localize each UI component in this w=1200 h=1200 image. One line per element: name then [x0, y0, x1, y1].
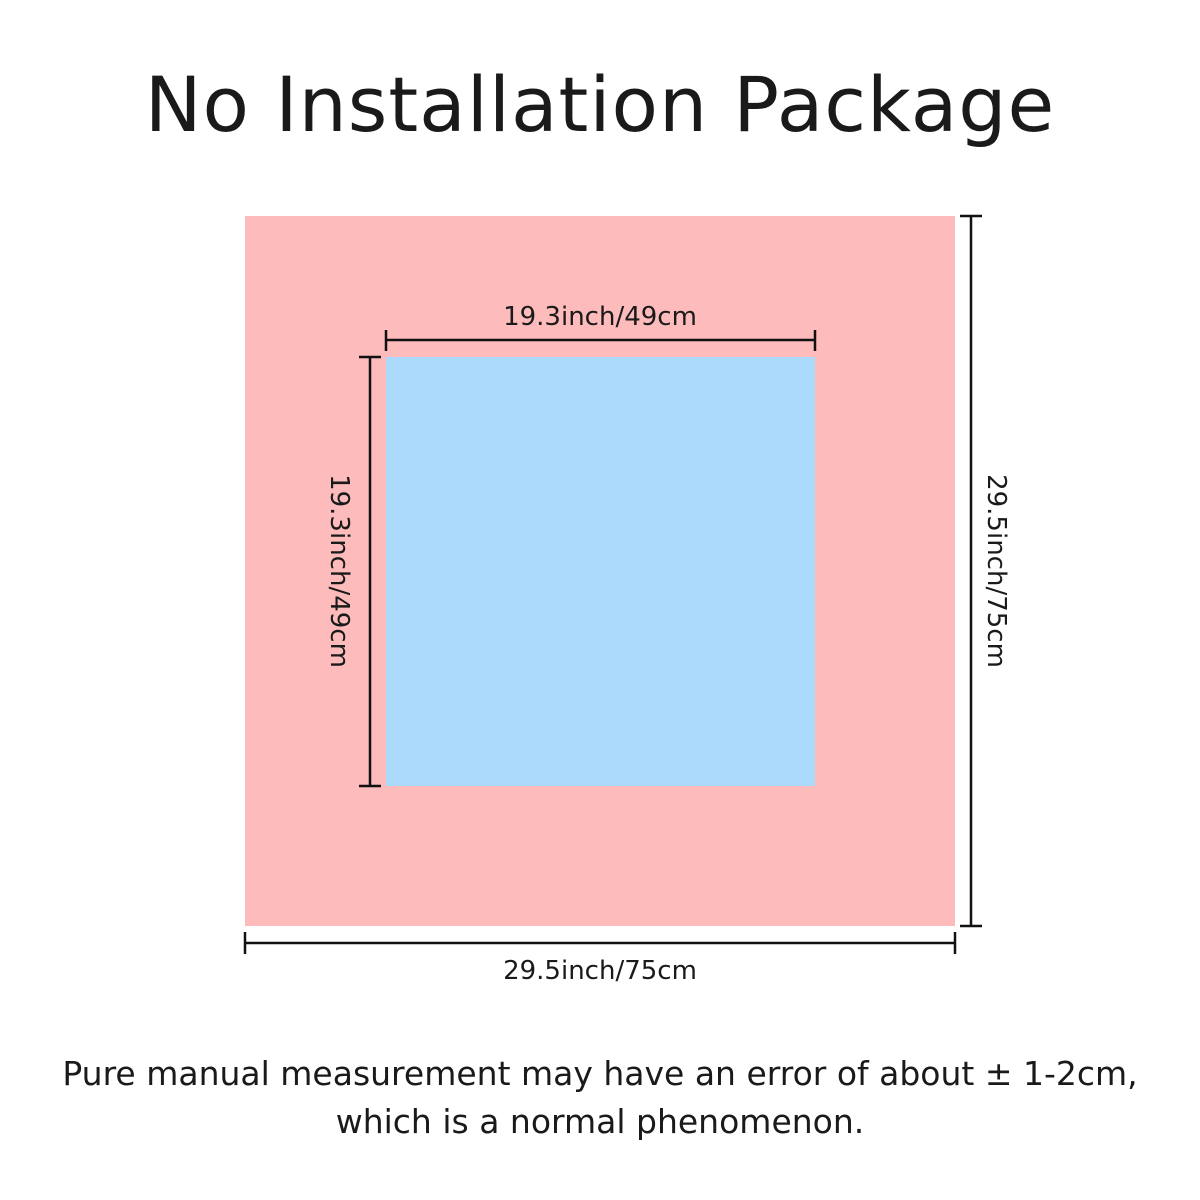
- outer-height-label: 29.5inch/75cm: [981, 474, 1011, 668]
- note-line-2: which is a normal phenomenon.: [335, 1102, 865, 1141]
- page-title: No Installation Package: [144, 60, 1056, 149]
- outer-height-line: [960, 214, 982, 928]
- outer-width-line: [243, 932, 957, 954]
- inner-square: [386, 357, 815, 786]
- inner-width-line: [384, 330, 817, 351]
- inner-width-label: 19.3inch/49cm: [503, 302, 697, 332]
- dimension-lines: [243, 214, 982, 954]
- inner-height-label: 19.3inch/49cm: [324, 474, 354, 668]
- inner-height-line: [359, 355, 381, 788]
- outer-width-label: 29.5inch/75cm: [503, 956, 697, 986]
- note-line-1: Pure manual measurement may have an erro…: [62, 1054, 1138, 1093]
- measurement-note: Pure manual measurement may have an erro…: [0, 1050, 1200, 1146]
